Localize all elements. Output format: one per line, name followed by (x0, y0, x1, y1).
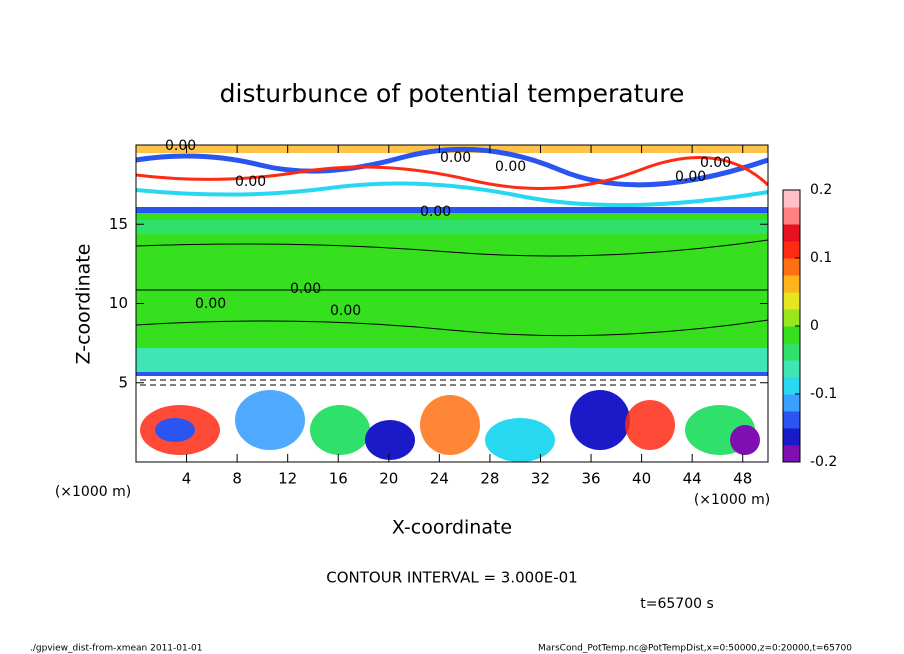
time-label: t=65700 s (640, 596, 714, 612)
colorbar-cell (783, 428, 800, 446)
field-blob (155, 418, 195, 442)
x-axis-label: X-coordinate (392, 517, 512, 539)
field-band (136, 372, 768, 376)
y-unit: (×1000 m) (55, 484, 131, 500)
field-blob (365, 420, 415, 460)
field-blob (420, 395, 480, 455)
field-blob (235, 390, 305, 450)
colorbar-cell (783, 241, 800, 259)
x-tick-label: 48 (733, 470, 752, 488)
contour-label: 0.00 (165, 138, 196, 154)
colorbar-cell (783, 377, 800, 395)
contour-label: 0.00 (495, 159, 526, 175)
field-band (135, 156, 770, 190)
field-band (136, 207, 768, 213)
y-tick-label: 5 (118, 373, 128, 391)
x-tick-label: 12 (278, 470, 297, 488)
contour-label: 0.00 (700, 155, 731, 171)
colorbar-cell (783, 309, 800, 327)
colorbar-cell (783, 207, 800, 225)
contour-label: 0.00 (675, 169, 706, 185)
y-tick-label: 10 (109, 294, 128, 312)
x-tick-label: 24 (430, 470, 449, 488)
field-cyan (136, 348, 768, 372)
x-tick-label: 20 (379, 470, 398, 488)
colorbar-cell (783, 275, 800, 293)
field-green (136, 213, 768, 348)
contour-label: 0.00 (420, 204, 451, 220)
field-band (135, 146, 769, 188)
field-blob (570, 390, 630, 450)
y-axis-label: Z-coordinate (73, 244, 95, 365)
x-tick-label: 8 (232, 470, 242, 488)
contour-label: 0.00 (330, 303, 361, 319)
x-tick-label: 44 (683, 470, 702, 488)
contour-label: 0.00 (290, 281, 321, 297)
colorbar-cell (783, 326, 800, 344)
field-blob (310, 405, 370, 455)
x-tick-label: 36 (581, 470, 600, 488)
field-blob (485, 418, 555, 462)
x-unit: (×1000 m) (694, 492, 770, 508)
y-tick-label: 15 (109, 215, 128, 233)
colorbar-cell (783, 258, 800, 276)
field-band (136, 220, 768, 234)
contour (135, 239, 769, 337)
colorbar-cell (783, 292, 800, 310)
colorbar-tick-label: -0.2 (810, 454, 837, 470)
chart-title: disturbunce of potential temperature (220, 79, 685, 108)
colorbar-tick-label: -0.1 (810, 386, 837, 402)
colorbar-cell (783, 360, 800, 378)
contour-label: 0.00 (440, 150, 471, 166)
colorbar-tick-label: 0.2 (810, 182, 832, 198)
colorbar-cell (783, 445, 800, 463)
colorbar-cell (783, 343, 800, 361)
footer-right: MarsCond_PotTemp.nc@PotTempDist,x=0:5000… (538, 644, 852, 654)
footer-left: ./gpview_dist-from-xmean 2011-01-01 (30, 644, 202, 654)
contour (140, 379, 760, 386)
field-band (135, 181, 769, 208)
contour-label: 0.00 (195, 296, 226, 312)
contour-interval: CONTOUR INTERVAL = 3.000E-01 (326, 569, 577, 587)
field-blob (730, 425, 760, 455)
x-tick-label: 16 (329, 470, 348, 488)
colorbar-tick-label: 0.1 (810, 250, 832, 266)
colorbar-tick-label: 0 (810, 318, 819, 334)
x-tick-label: 32 (531, 470, 550, 488)
x-tick-label: 4 (182, 470, 192, 488)
colorbar-cell (783, 411, 800, 429)
contour-label: 0.00 (235, 174, 266, 190)
x-tick-label: 40 (632, 470, 651, 488)
field (135, 145, 770, 462)
field-blob (625, 400, 675, 450)
colorbar-cell (783, 190, 800, 208)
colorbar-cell (783, 394, 800, 412)
x-tick-label: 28 (480, 470, 499, 488)
colorbar-cell (783, 224, 800, 242)
